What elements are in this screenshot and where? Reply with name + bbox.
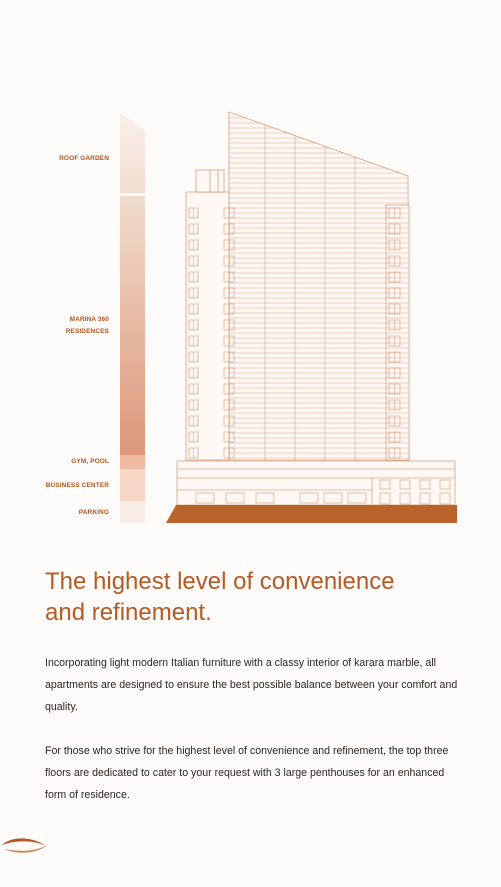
main-tower	[228, 111, 410, 461]
label-residences: RESIDENCES	[65, 328, 109, 335]
tower-windows	[188, 207, 401, 459]
floor-bar-gym-pool	[120, 455, 145, 469]
headline-line-1: The highest level of convenience	[45, 568, 395, 595]
swoosh-logo-icon	[2, 838, 48, 853]
headline-line-2: and refinement.	[45, 599, 212, 626]
right-wing	[385, 204, 410, 461]
tower-floor-lines	[229, 117, 408, 460]
left-wing	[185, 191, 230, 461]
label-gym-pool: GYM, POOL	[71, 458, 109, 465]
podium	[176, 460, 456, 506]
floor-bar-parking	[120, 501, 145, 523]
podium-windows	[195, 479, 451, 505]
label-business-center: BUSINESS CENTER	[45, 482, 109, 489]
label-parking: PARKING	[78, 509, 109, 516]
building-elevation-diagram	[120, 111, 457, 523]
floor-bar-residences	[120, 196, 145, 455]
label-roof-garden: ROOF GARDEN	[59, 155, 109, 162]
headline: The highest level of convenience and ref…	[45, 566, 475, 628]
body-paragraph-2: For those who strive for the highest lev…	[45, 745, 449, 801]
label-marina-360: MARINA 360	[69, 316, 109, 323]
floor-bar-roof-garden	[120, 112, 145, 193]
floor-bar	[120, 112, 145, 523]
body-paragraph-1: Incorporating light modern Italian furni…	[45, 657, 458, 713]
tower-illustration	[176, 111, 456, 506]
floor-bar-business-center	[120, 469, 145, 501]
ground-base	[166, 505, 457, 523]
